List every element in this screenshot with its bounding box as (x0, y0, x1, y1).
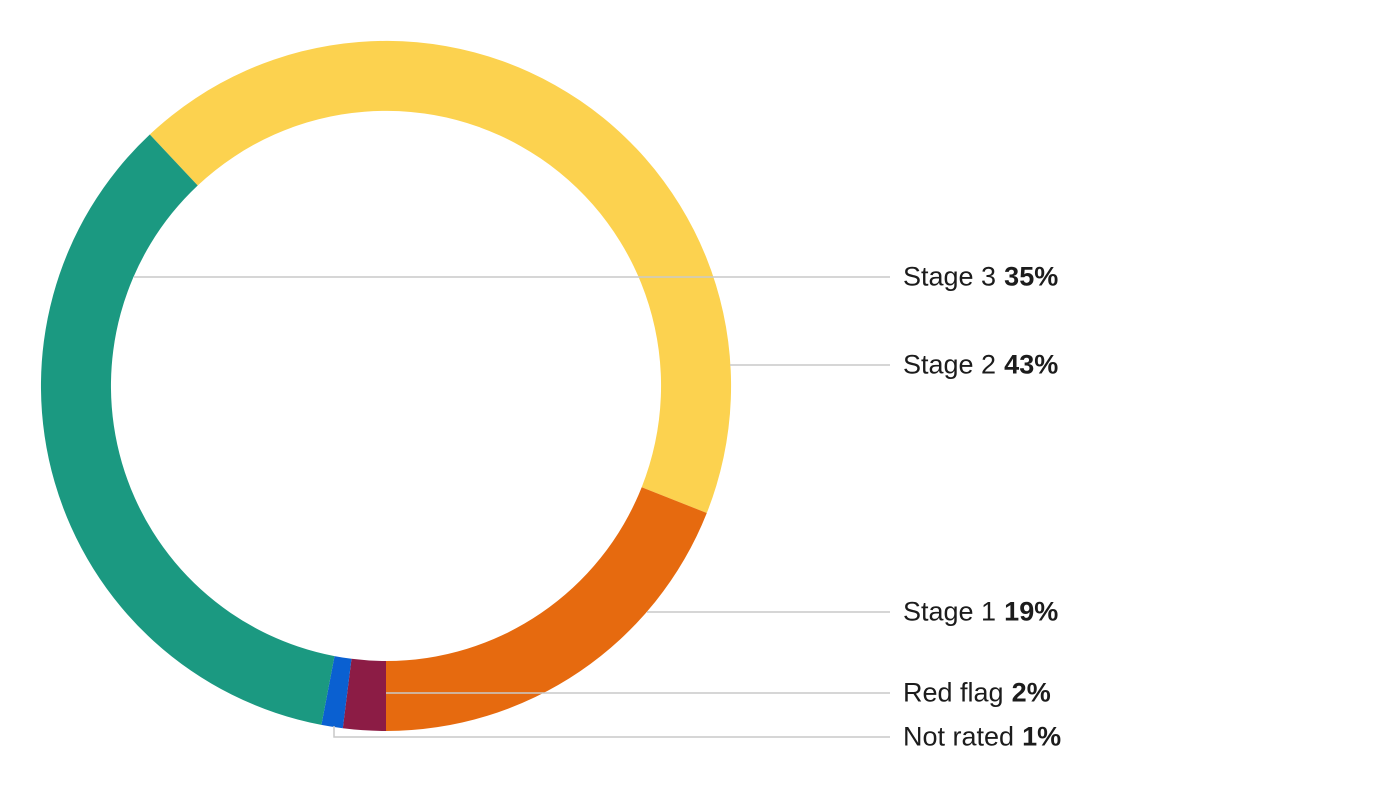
donut-segment-stage-2 (149, 40, 732, 513)
callout-label: Not rated (903, 721, 1015, 752)
leader-line-not-rated (333, 726, 890, 738)
callout-not-rated: Not rated 1% (903, 721, 1061, 752)
donut-segment-stage-1 (386, 487, 707, 731)
donut-segment-not-rated (321, 656, 352, 729)
callout-label: Stage 1 (903, 596, 997, 627)
callout-stage-3: Stage 3 35% (903, 261, 1058, 292)
callout-label: Stage 3 (903, 261, 997, 292)
callout-red-flag: Red flag 2% (903, 677, 1051, 708)
donut-segment-red-flag (342, 658, 386, 731)
callout-stage-1: Stage 1 19% (903, 596, 1058, 627)
callout-value: 19% (1004, 596, 1059, 627)
callout-value: 35% (1004, 261, 1059, 292)
callout-label: Red flag (903, 677, 1004, 708)
callout-value: 1% (1022, 721, 1062, 752)
callout-value: 2% (1011, 677, 1051, 708)
callout-label: Stage 2 (903, 349, 997, 380)
callout-stage-2: Stage 2 43% (903, 349, 1058, 380)
donut-segment-stage-3 (40, 134, 335, 725)
callout-value: 43% (1004, 349, 1059, 380)
